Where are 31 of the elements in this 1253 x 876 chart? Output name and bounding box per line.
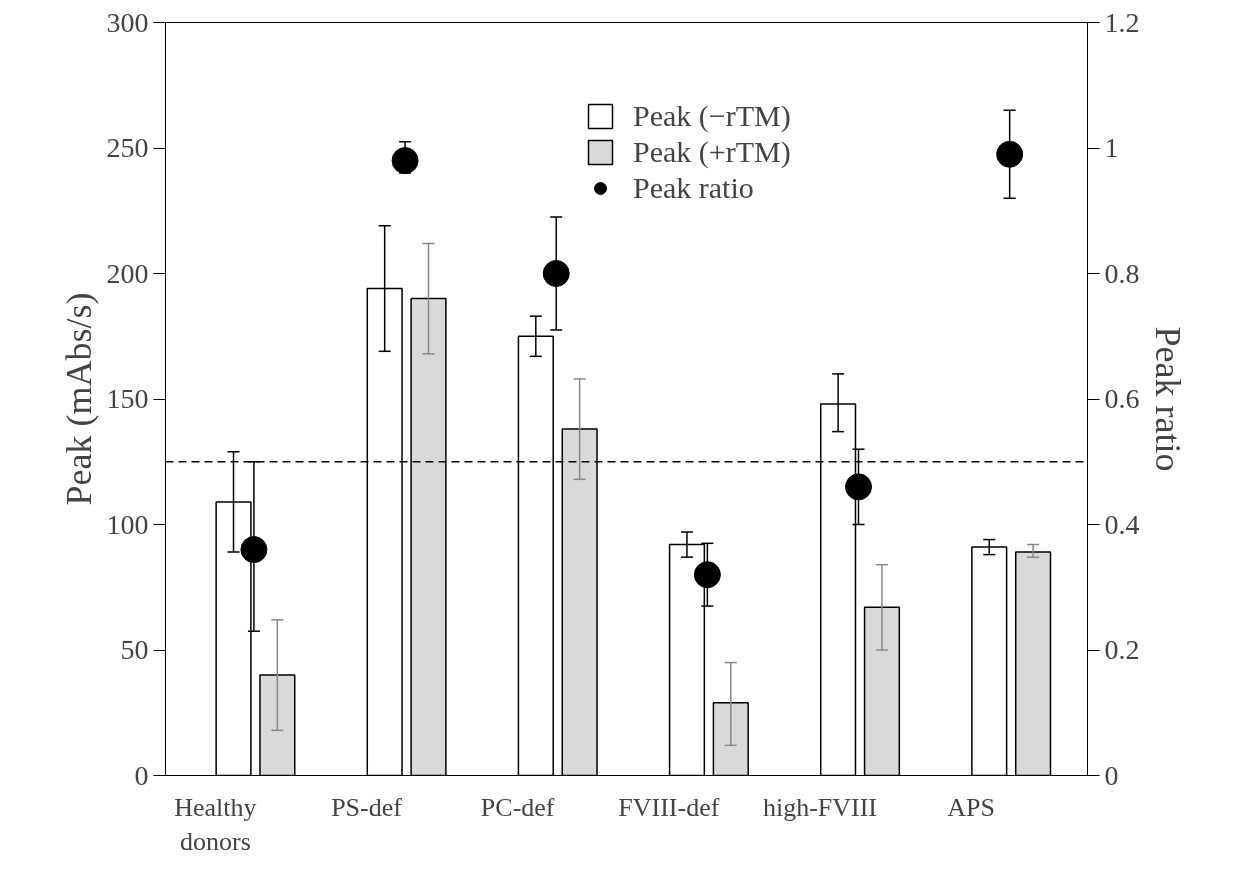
point: [542, 260, 570, 287]
x-tick-label: FVIII-def: [618, 792, 720, 822]
y-tick-label: 50: [120, 634, 149, 665]
y2-tick-label: 0.4: [1104, 508, 1140, 540]
x-tick-label: PS-def: [331, 792, 403, 822]
y-tick-label: 150: [106, 383, 149, 414]
y2-tick-label: 0.6: [1104, 383, 1140, 414]
point: [240, 536, 268, 564]
x-tick-label: PC-def: [480, 792, 555, 822]
x-tick-label: APS: [947, 792, 995, 822]
y-tick-label: 250: [106, 132, 149, 163]
y-tick-label: 300: [106, 6, 149, 38]
y2-tick-label: 0.2: [1104, 634, 1140, 665]
x-tick-label: high-FVIII: [762, 792, 878, 822]
point: [845, 473, 873, 501]
y-tick-label: 0: [134, 759, 149, 791]
y2-tick-label: 1: [1104, 132, 1119, 163]
y-axis-title: Peak (mAbs/s): [58, 292, 99, 506]
x-tick-label: Healthy donors: [174, 792, 257, 857]
y-tick-label: 200: [106, 257, 149, 289]
legend-label: Peak (+rTM): [633, 135, 791, 169]
y2-tick-label: 0.8: [1104, 257, 1140, 289]
point: [693, 561, 721, 589]
point: [996, 140, 1024, 168]
legend-label: Peak ratio: [633, 171, 754, 205]
y2-axis-title: Peak ratio: [1147, 326, 1188, 472]
legend-label: Peak (−rTM): [633, 99, 791, 133]
point: [391, 147, 419, 175]
y2-tick-label: 0: [1104, 759, 1119, 791]
y-tick-label: 100: [106, 508, 149, 540]
y2-tick-label: 1.2: [1104, 6, 1140, 38]
